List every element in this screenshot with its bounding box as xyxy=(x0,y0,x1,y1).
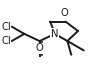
Text: Cl: Cl xyxy=(1,36,11,46)
Text: O: O xyxy=(36,43,43,53)
Text: Cl: Cl xyxy=(1,22,11,32)
Text: O: O xyxy=(61,8,68,18)
Text: N: N xyxy=(51,29,59,39)
